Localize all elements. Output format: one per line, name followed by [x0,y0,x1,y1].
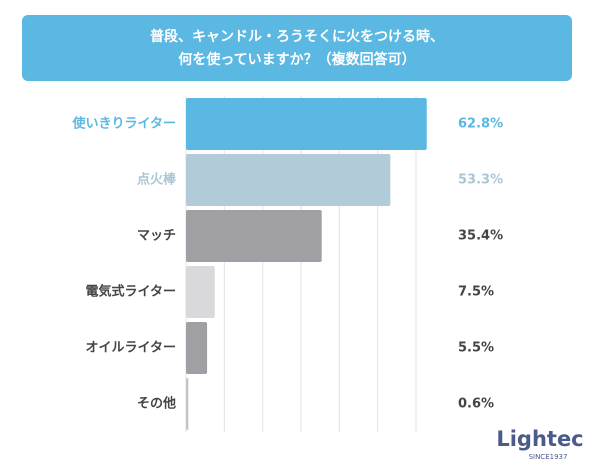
value-label: 35.4% [458,229,503,244]
value-label: 0.6% [458,397,494,412]
value-label: 53.3% [458,173,503,188]
value-label: 7.5% [458,285,494,300]
chart-title: 何を使っていますか？（複数回答可） [178,51,415,68]
bar [186,210,322,262]
y-tick-label: オイルライター [86,341,176,356]
chart-title: 普段、キャンドル・ろうそくに火をつける時、 [150,28,444,45]
y-tick-label: 電気式ライター [86,284,176,300]
bar [186,154,391,206]
logo: Lightec [496,427,583,451]
y-tick-label: 点火棒 [137,172,177,188]
logo-since: SINCE1937 [529,453,568,461]
bar [186,322,208,374]
title-box [22,15,572,81]
y-tick-label: マッチ [137,229,176,244]
value-label: 5.5% [458,341,494,356]
bar [186,378,189,430]
value-label: 62.8% [458,117,503,132]
bar [186,266,215,318]
y-tick-label: その他 [137,396,176,412]
bar [186,98,427,150]
y-tick-label: 使いきりライター [72,116,176,132]
